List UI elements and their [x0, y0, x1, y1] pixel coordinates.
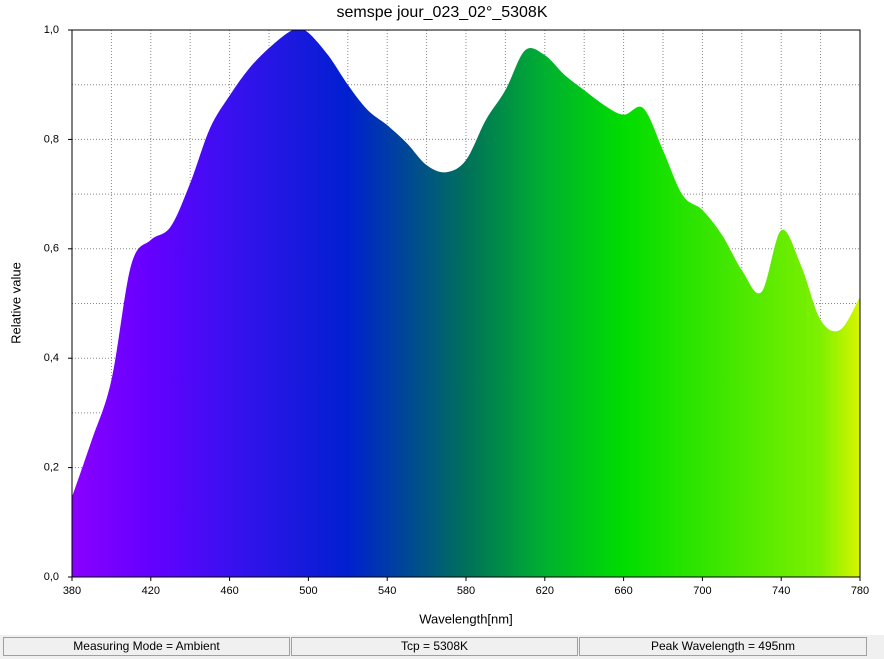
y-tick-label: 0,0 [44, 571, 59, 583]
x-axis-label: Wavelength[nm] [419, 611, 512, 626]
spectrum-area [72, 29, 860, 577]
chart-title: semspe jour_023_02°_5308K [337, 4, 548, 21]
x-tick-label: 780 [851, 585, 869, 597]
y-tick-label: 0,2 [44, 462, 59, 474]
x-tick-label: 700 [693, 585, 711, 597]
chart: semspe jour_023_02°_5308K Wavelength[nm]… [8, 4, 869, 626]
y-axis-label: Relative value [8, 262, 23, 344]
x-tick-label: 580 [457, 585, 475, 597]
x-tick-label: 420 [142, 585, 160, 597]
x-tick-label: 540 [378, 585, 396, 597]
y-tick-label: 1,0 [44, 24, 59, 36]
x-tick-label: 500 [299, 585, 317, 597]
status-field: Measuring Mode = Ambient [3, 637, 290, 656]
status-field: Peak Wavelength = 495nm [579, 637, 867, 656]
status-bar: Measuring Mode = Ambient Tcp = 5308K Peak … [0, 635, 884, 659]
y-tick-label: 0,8 [44, 133, 59, 145]
x-tick-label: 460 [220, 585, 238, 597]
x-tick-label: 660 [614, 585, 632, 597]
status-field: Tcp = 5308K [291, 637, 578, 656]
x-tick-label: 620 [536, 585, 554, 597]
x-tick-label: 380 [63, 585, 81, 597]
y-tick-label: 0,4 [44, 352, 59, 364]
y-tick-label: 0,6 [44, 243, 59, 255]
x-tick-label: 740 [772, 585, 790, 597]
